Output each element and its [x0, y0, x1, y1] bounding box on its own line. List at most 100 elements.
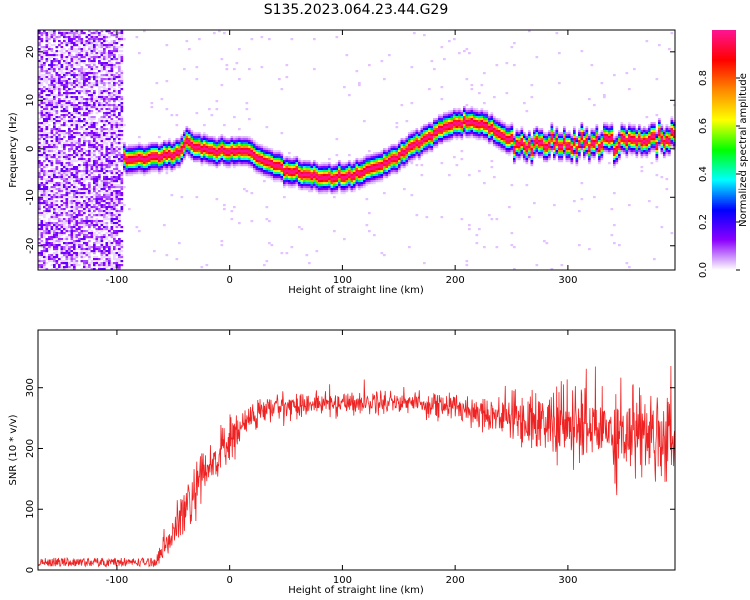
spectrogram-cell: [95, 160, 99, 163]
spectrogram-cell: [45, 180, 49, 183]
spectrogram-cell: [45, 108, 49, 111]
spectrogram-cell: [313, 184, 316, 187]
spectrogram-cell: [108, 92, 111, 95]
spectrogram-cell: [215, 108, 219, 111]
spectrogram-cell: [63, 156, 66, 159]
spectrogram-cell: [270, 164, 274, 167]
spectrogram-cell: [85, 178, 89, 181]
spectrogram-cell: [163, 158, 166, 161]
spectrogram-cell: [408, 144, 411, 147]
spectrogram-cell: [68, 170, 71, 173]
spectrogram-cell: [68, 54, 71, 57]
spectrogram-cell: [63, 242, 66, 245]
spectrogram-cell: [103, 134, 106, 137]
spectrogram-cell: [93, 248, 96, 251]
spectrogram-cell: [248, 148, 251, 151]
spectrogram-cell: [55, 206, 59, 209]
spectrogram-cell: [73, 140, 76, 143]
spectrogram-cell: [78, 56, 81, 59]
spectrogram-cell: [408, 246, 411, 249]
spectrogram-cell: [78, 38, 81, 41]
spectrogram-cell: [95, 214, 99, 217]
spectrogram-cell: [98, 242, 101, 245]
spectrogram-cell: [210, 150, 214, 153]
spectrogram-cell: [433, 132, 436, 135]
spectrogram-cell: [63, 52, 66, 55]
spectrogram-cell: [45, 102, 49, 105]
spectrogram-cell: [83, 152, 86, 155]
spectrogram-cell: [80, 30, 84, 33]
spectrogram-cell: [325, 186, 329, 189]
spectrogram-cell: [80, 100, 84, 103]
spectrogram-cell: [78, 232, 81, 235]
spectrogram-cell: [440, 216, 444, 219]
spectrogram-cell: [155, 158, 159, 161]
spectrogram-cell: [215, 138, 219, 141]
spectrogram-cell: [100, 150, 104, 153]
spectrogram-cell: [335, 174, 339, 177]
spectrogram-cell: [53, 156, 56, 159]
spectrogram-cell: [430, 136, 434, 139]
spectrogram-cell: [58, 40, 61, 43]
spectrogram-cell: [140, 172, 144, 175]
spectrogram-cell: [85, 108, 89, 111]
spectrogram-cell: [418, 140, 421, 143]
spectrogram-cell: [208, 148, 211, 151]
spectrogram-cell: [58, 74, 61, 77]
spectrogram-cell: [108, 210, 111, 213]
spectrogram-cell: [100, 30, 104, 33]
spectrogram-cell: [83, 92, 86, 95]
spectrogram-cell: [290, 176, 294, 179]
spectrogram-cell: [115, 194, 119, 197]
spectrogram-cell: [90, 76, 94, 79]
spectrogram-cell: [93, 118, 96, 121]
spectrogram-cell: [85, 234, 89, 237]
spectrogram-cell: [188, 142, 191, 145]
spectrogram-cell: [63, 262, 66, 265]
spectrogram-cell: [178, 158, 181, 161]
spectrogram-cell: [435, 144, 439, 147]
spectrogram-cell: [340, 170, 344, 173]
spectrogram-cell: [88, 40, 91, 43]
spectrogram-cell: [310, 186, 314, 189]
spectrogram-cell: [115, 142, 119, 145]
spectrogram-cell: [368, 162, 371, 165]
spectrogram-cell: [78, 224, 81, 227]
spectrogram-cell: [105, 190, 109, 193]
spectrogram-cell: [258, 150, 261, 153]
spectrogram-cell: [110, 264, 114, 267]
spectrogram-cell: [138, 164, 141, 167]
spectrogram-cell: [68, 212, 71, 215]
spectrogram-cell: [65, 212, 69, 215]
spectrogram-cell: [100, 68, 104, 71]
spectrogram-cell: [68, 34, 71, 37]
spectrogram-cell: [88, 220, 91, 223]
spectrogram-cell: [185, 140, 189, 143]
spectrogram-cell: [113, 84, 116, 87]
spectrogram-cell: [53, 98, 56, 101]
spectrogram-cell: [113, 88, 116, 91]
spectrogram-cell: [163, 224, 166, 227]
spectrogram-cell: [223, 152, 226, 155]
spectrogram-cell: [40, 200, 44, 203]
spectrogram-cell: [108, 240, 111, 243]
spectrogram-cell: [410, 150, 414, 153]
spectrogram-cell: [50, 54, 54, 57]
spectrogram-cell: [118, 112, 121, 115]
spectrogram-cell: [45, 38, 49, 41]
spectrogram-cell: [178, 164, 181, 167]
spectrogram-cell: [48, 124, 51, 127]
spectrogram-cell: [78, 212, 81, 215]
spectrogram-cell: [100, 98, 104, 101]
spectrogram-cell: [60, 130, 64, 133]
spectrogram-cell: [113, 168, 116, 171]
spectrogram-cell: [53, 66, 56, 69]
spectrogram-cell: [53, 228, 56, 231]
spectrogram-cell: [83, 248, 86, 251]
spectrogram-cell: [393, 166, 396, 169]
spectrogram-cell: [220, 144, 224, 147]
spectrogram-cell: [90, 58, 94, 61]
spectrogram-cell: [43, 226, 46, 229]
spectrogram-cell: [48, 174, 51, 177]
spectrogram-cell: [405, 156, 409, 159]
